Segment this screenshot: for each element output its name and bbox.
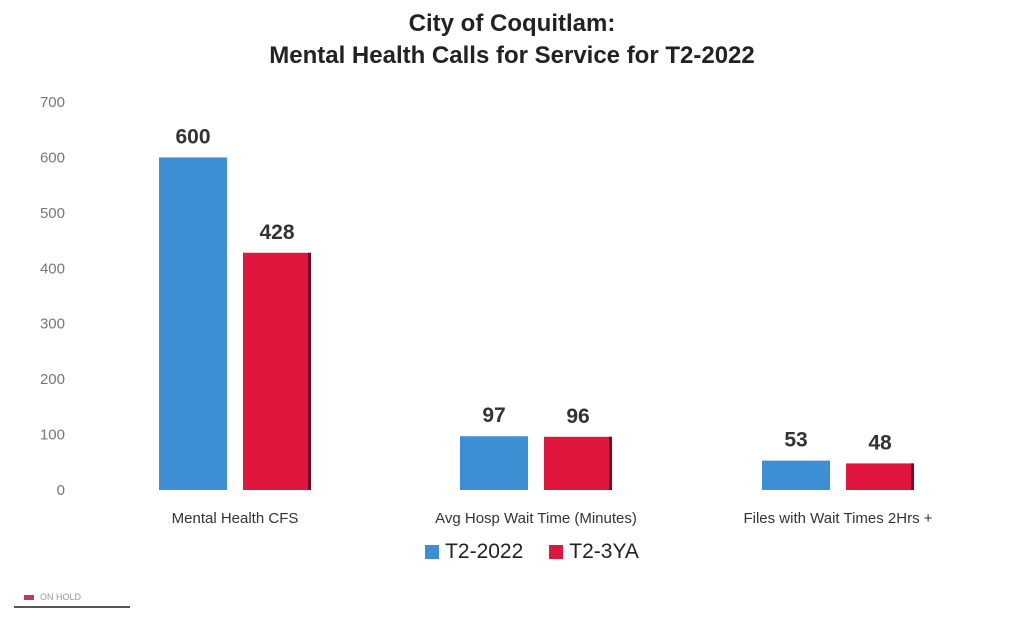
category-label: Mental Health CFS bbox=[172, 510, 299, 527]
data-label: 53 bbox=[784, 429, 807, 452]
data-label: 48 bbox=[868, 431, 892, 454]
data-label: 600 bbox=[175, 125, 210, 148]
footer-note: ON HOLD bbox=[14, 592, 130, 608]
chart-title: City of Coquitlam: Mental Health Calls f… bbox=[0, 8, 1024, 72]
data-label: 96 bbox=[566, 405, 589, 428]
bar-edge bbox=[911, 463, 914, 490]
bar bbox=[460, 436, 528, 490]
legend-label: T2-3YA bbox=[569, 540, 639, 563]
y-tick-label: 0 bbox=[57, 482, 65, 499]
data-label: 97 bbox=[482, 404, 505, 427]
legend-item-t2-3ya: T2-3YA bbox=[549, 540, 639, 564]
bar bbox=[762, 460, 830, 490]
category-label: Files with Wait Times 2Hrs + bbox=[743, 510, 932, 527]
y-tick-label: 100 bbox=[40, 427, 65, 444]
bar-edge bbox=[609, 436, 612, 490]
y-tick-label: 400 bbox=[40, 260, 65, 277]
category-label: Avg Hosp Wait Time (Minutes) bbox=[435, 510, 637, 527]
legend-label: T2-2022 bbox=[445, 540, 524, 563]
title-line-2: Mental Health Calls for Service for T2-2… bbox=[269, 42, 755, 69]
bar bbox=[243, 252, 311, 490]
y-tick-label: 500 bbox=[40, 205, 65, 222]
legend-swatch bbox=[549, 545, 564, 559]
y-tick-label: 200 bbox=[40, 371, 65, 388]
footer-swatch bbox=[24, 595, 34, 600]
legend-item-t2-2022: T2-2022 bbox=[425, 540, 523, 564]
title-line-1: City of Coquitlam: bbox=[408, 10, 616, 37]
data-label: 428 bbox=[259, 221, 294, 244]
bar bbox=[159, 157, 227, 490]
bar bbox=[544, 436, 612, 490]
legend: T2-2022 T2-3YA bbox=[0, 540, 1024, 564]
footer-text: ON HOLD bbox=[40, 592, 82, 602]
y-tick-label: 700 bbox=[40, 94, 65, 111]
y-tick-label: 300 bbox=[40, 316, 65, 333]
bar bbox=[846, 463, 914, 490]
y-tick-label: 600 bbox=[40, 149, 65, 166]
legend-swatch bbox=[425, 545, 440, 559]
bar-edge bbox=[308, 252, 311, 490]
